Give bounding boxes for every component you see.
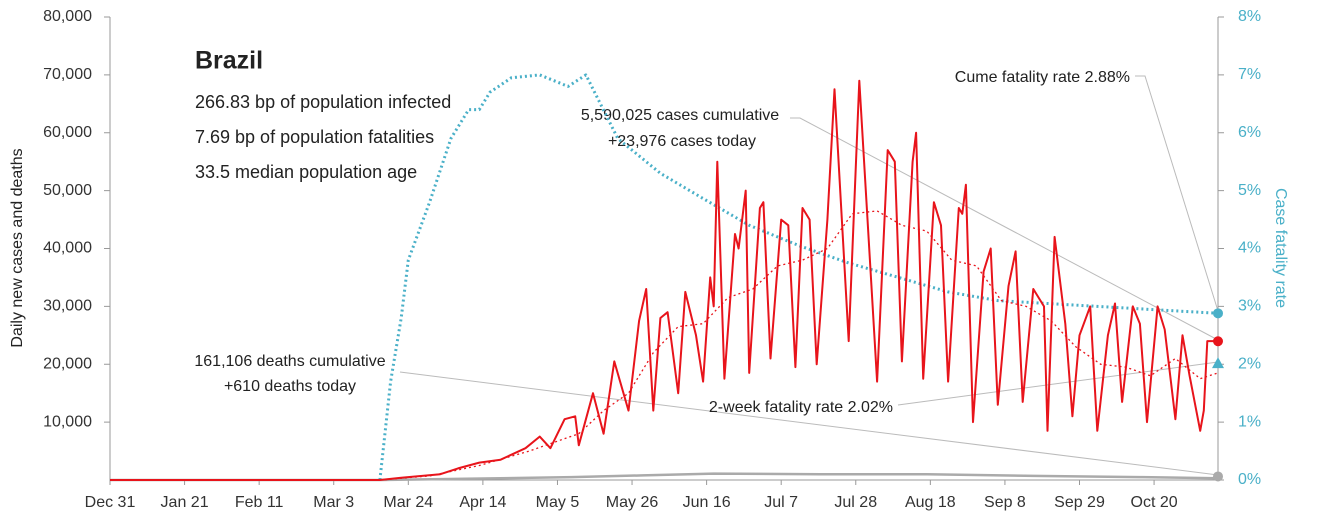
info-line: 266.83 bp of population infected [195,92,451,112]
annotation: +23,976 cases today [608,133,756,150]
series-line [378,73,1219,481]
y-tick-label: 70,000 [43,66,92,83]
annotation: +610 deaths today [224,378,356,395]
y-tick-label: 30,000 [43,298,92,315]
annotation: 5,590,025 cases cumulative [581,107,779,124]
x-tick-label: Mar 24 [383,494,433,511]
x-tick-label: Sep 29 [1054,494,1105,511]
x-tick-label: Jan 21 [161,494,209,511]
y-axis-label: Daily new cases and deaths [9,148,26,347]
x-tick-label: Sep 8 [984,494,1026,511]
today-deaths-marker [1213,471,1223,482]
x-tick-label: Jul 28 [834,494,877,511]
series-line [110,79,1218,481]
info-line: 7.69 bp of population fatalities [195,127,434,147]
x-tick-label: Feb 11 [235,494,284,511]
y2-tick-label: 8% [1238,8,1261,25]
x-tick-label: Jun 16 [683,494,731,511]
info-line: 33.5 median population age [195,162,417,182]
leader-line [790,117,1219,341]
y2-tick-label: 0% [1238,471,1261,488]
y2-tick-label: 3% [1238,298,1261,315]
x-tick-label: Dec 31 [85,494,136,511]
y-tick-label: 60,000 [43,124,92,141]
x-tick-label: Mar 3 [313,494,354,511]
leader-line [1135,75,1219,312]
annotation: 2-week fatality rate 2.02% [709,399,893,416]
y2-tick-label: 4% [1238,240,1261,257]
y2-tick-label: 1% [1238,413,1261,430]
x-tick-label: Jul 7 [764,494,798,511]
y-tick-label: 40,000 [43,240,92,257]
leader-line [399,371,1219,476]
x-tick-label: May 5 [536,494,580,511]
x-tick-label: May 26 [606,494,659,511]
chart-title: Brazil [195,47,263,75]
y2-tick-label: 5% [1238,182,1261,199]
cume-rate-marker [1213,308,1223,319]
y2-tick-label: 7% [1238,66,1261,83]
y2-axis-label: Case fatality rate [1272,188,1289,308]
y-tick-label: 50,000 [43,182,92,199]
y2-tick-label: 2% [1238,355,1261,372]
y2-tick-label: 6% [1238,124,1261,141]
y-tick-label: 10,000 [43,413,92,430]
series-line [110,472,1219,482]
annotation: 161,106 deaths cumulative [194,353,385,370]
annotation: Cume fatality rate 2.88% [955,69,1130,86]
x-tick-label: Oct 20 [1131,494,1178,511]
x-tick-label: Apr 14 [459,494,506,511]
two-week-rate-marker [1212,357,1224,369]
y-tick-label: 20,000 [43,355,92,372]
today-cases-marker [1213,336,1223,347]
x-tick-label: Aug 18 [905,494,956,511]
y-tick-label: 80,000 [43,8,92,25]
leader-line [897,361,1219,406]
